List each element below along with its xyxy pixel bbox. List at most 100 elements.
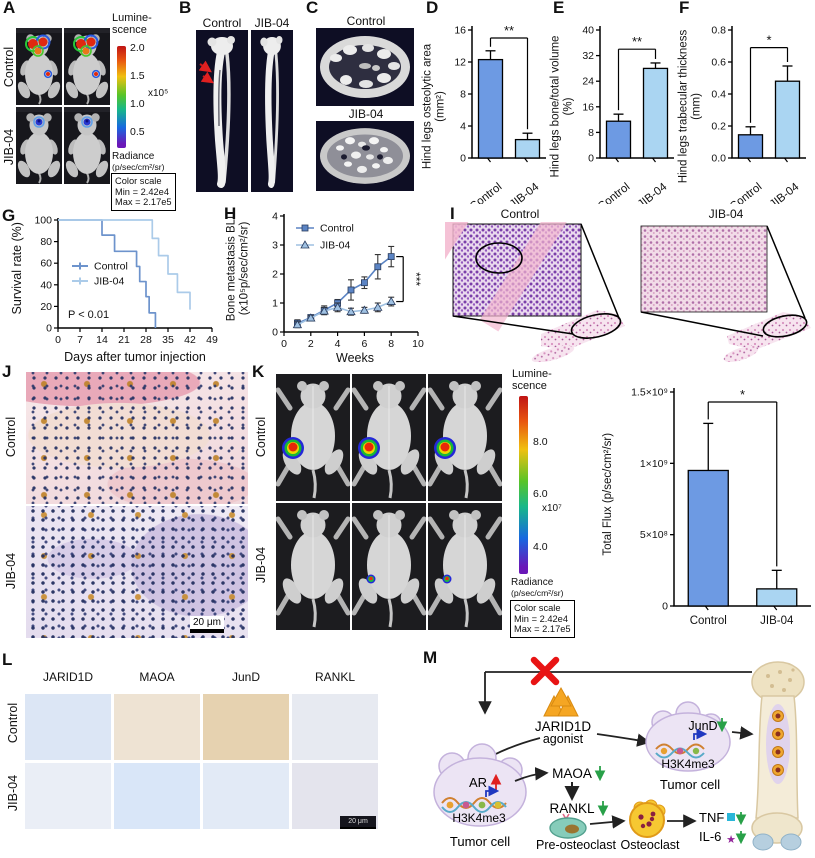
h3k4me3-label: H3K4me3 [661,757,715,771]
colorbar-multiplier: x10⁷ [542,503,562,514]
svg-text:60: 60 [40,258,52,270]
panel-c-title-jib04: JIB-04 [348,107,384,121]
svg-text:35: 35 [162,334,174,346]
svg-text:80: 80 [40,236,52,248]
panel-m-schematic: JARID1D agonist AR H3K4me3 Tumor cell MA… [433,656,805,852]
chart-h: 0 1 2 3 4 0 2 4 6 8 10 Weeks Control JIB-04 *** [252,210,446,365]
tumor-cell-left-label: Tumor cell [450,834,510,849]
svg-text:0: 0 [281,338,287,350]
panel-l-col-jund: JunD [231,670,261,684]
svg-text:3: 3 [272,240,278,252]
svg-text:24: 24 [582,76,594,88]
svg-text:10: 10 [412,338,424,350]
arrow-to-maoa [514,767,549,782]
svg-text:4: 4 [335,338,341,350]
svg-text:JIB-04: JIB-04 [94,276,125,288]
panel-l-col-maoa: MAOA [139,670,175,684]
panel-label-a: A [3,0,16,17]
arrow-to-bone [731,726,754,740]
svg-text:Control: Control [690,615,727,627]
panel-c-title-control: Control [346,14,386,28]
ct-cross-section [316,28,414,106]
osteoclast-icon [629,799,666,838]
mouse-image [64,107,110,184]
svg-text:**: ** [632,34,642,49]
bar-chart-E: 0 8 16 24 32 40 Control JIB-04 ** [582,25,674,204]
arrow-to-osteoclast [589,815,626,829]
svg-text:JIB-04: JIB-04 [508,181,542,204]
mouse-xray-image [276,374,350,501]
panel-label-d: D [426,0,439,17]
panel-a-colorbar-title: Lumine- scence [112,12,152,36]
panel-k-colorbar-title: Lumine- scence [512,368,552,392]
panel-b-bone-control [196,30,248,192]
panel-j-scale-bar: 20 μm [190,616,224,633]
mouse-xray-image [428,503,502,630]
svg-text:5×10⁸: 5×10⁸ [640,529,668,541]
promoter-arrow-icon [485,785,500,797]
panel-k-row-label-control: Control [254,416,268,458]
jarid1d-label: JARID1D [535,719,592,734]
chart-e: 0 8 16 24 32 40 Control JIB-04 ** [574,14,678,204]
radiance-label: Radiance [112,151,155,162]
panel-i-title-control: Control [500,207,540,221]
svg-text:100: 100 [34,215,52,227]
ihc-tile-maoa-control [114,694,200,760]
svg-text:49: 49 [206,334,218,346]
panel-a-row-label-control: Control [2,46,16,88]
chart-e-ylabel: Hind legs bone/total volume (%) [549,35,575,178]
ihc-tile-jarid1d-jib-04 [25,763,111,829]
radiance-units: (p/sec/cm²/sr) [112,162,165,172]
ihc-tile-maoa-jib-04 [114,763,200,829]
panel-j-trap-control [26,372,248,504]
red-x-icon [530,656,560,686]
histology-control-group [445,222,625,362]
ihc-tile-jarid1d-control [25,694,111,760]
panel-b-title-jib04: JIB-04 [254,16,290,30]
tumor-cell-left: AR H3K4me3 [433,743,527,827]
h3k4me3-label: H3K4me3 [452,811,506,825]
svg-text:Control: Control [596,181,633,204]
colorscale-line: Color scale [514,603,561,613]
svg-text:Control: Control [468,181,505,204]
chart-g: 0 20 40 60 80 100 0 7 14 21 28 35 42 49 Days after tum… [24,212,220,365]
bone-icon [751,661,805,851]
panel-b-title-control: Control [202,16,242,30]
panel-k-row-label-jib04: JIB-04 [254,546,268,584]
jund-label: JunD [688,719,717,733]
panel-i-title-jib04: JIB-04 [708,207,744,221]
svg-text:1×10⁹: 1×10⁹ [640,458,668,470]
colorbar-title-line2: scence [512,380,547,392]
pre-osteoclast-label: Pre-osteoclast [536,838,616,852]
svg-text:JIB-04: JIB-04 [636,181,670,204]
svg-text:28: 28 [140,334,152,346]
svg-text:1.5×10⁹: 1.5×10⁹ [631,387,668,399]
colorbar-tick: 6.0 [533,488,548,500]
bone-tumor-cells-icon [772,710,784,776]
panel-label-b: B [179,0,192,17]
panel-label-l: L [2,650,13,669]
panel-j-row-label-control: Control [4,416,18,458]
svg-text:4: 4 [272,211,278,223]
svg-text:1: 1 [272,298,278,310]
mouse-image [64,28,110,105]
colorscale-min: Min = 2.42e4 [514,613,569,624]
panel-c-ct-control [316,28,414,106]
chart-h-ylabel: Bone metastasis BLI (x10⁵p/sec/cm²/sr) [225,215,251,322]
svg-text:JIB-04: JIB-04 [760,615,794,627]
panel-label-f: F [679,0,690,17]
bar-chart-F: 0.0 0.2 0.4 0.6 0.8 Control JIB-04 * [711,25,806,204]
svg-text:**: ** [504,23,514,38]
bar-chart-K_flux: 0 5×10⁸ 1×10⁹ 1.5×10⁹ Control JIB-04 * [631,387,811,627]
colorbar-title-line1: Lumine- [112,12,152,24]
chart-g-ylabel: Survival rate (%) [9,222,24,315]
svg-text:8: 8 [460,89,466,101]
panel-label-k: K [252,362,265,381]
panel-label-g: G [2,206,16,225]
mouse-xray-image [352,503,426,630]
panel-c-ct-jib04 [316,121,414,191]
chart-f: 0.0 0.2 0.4 0.6 0.8 Control JIB-04 * [702,14,810,204]
svg-text:0: 0 [55,334,61,346]
chart-f-ylabel: Hind legs trabecular thickness (mm) [677,29,703,184]
colorscale-max: Max = 2.17e5 [115,197,172,208]
